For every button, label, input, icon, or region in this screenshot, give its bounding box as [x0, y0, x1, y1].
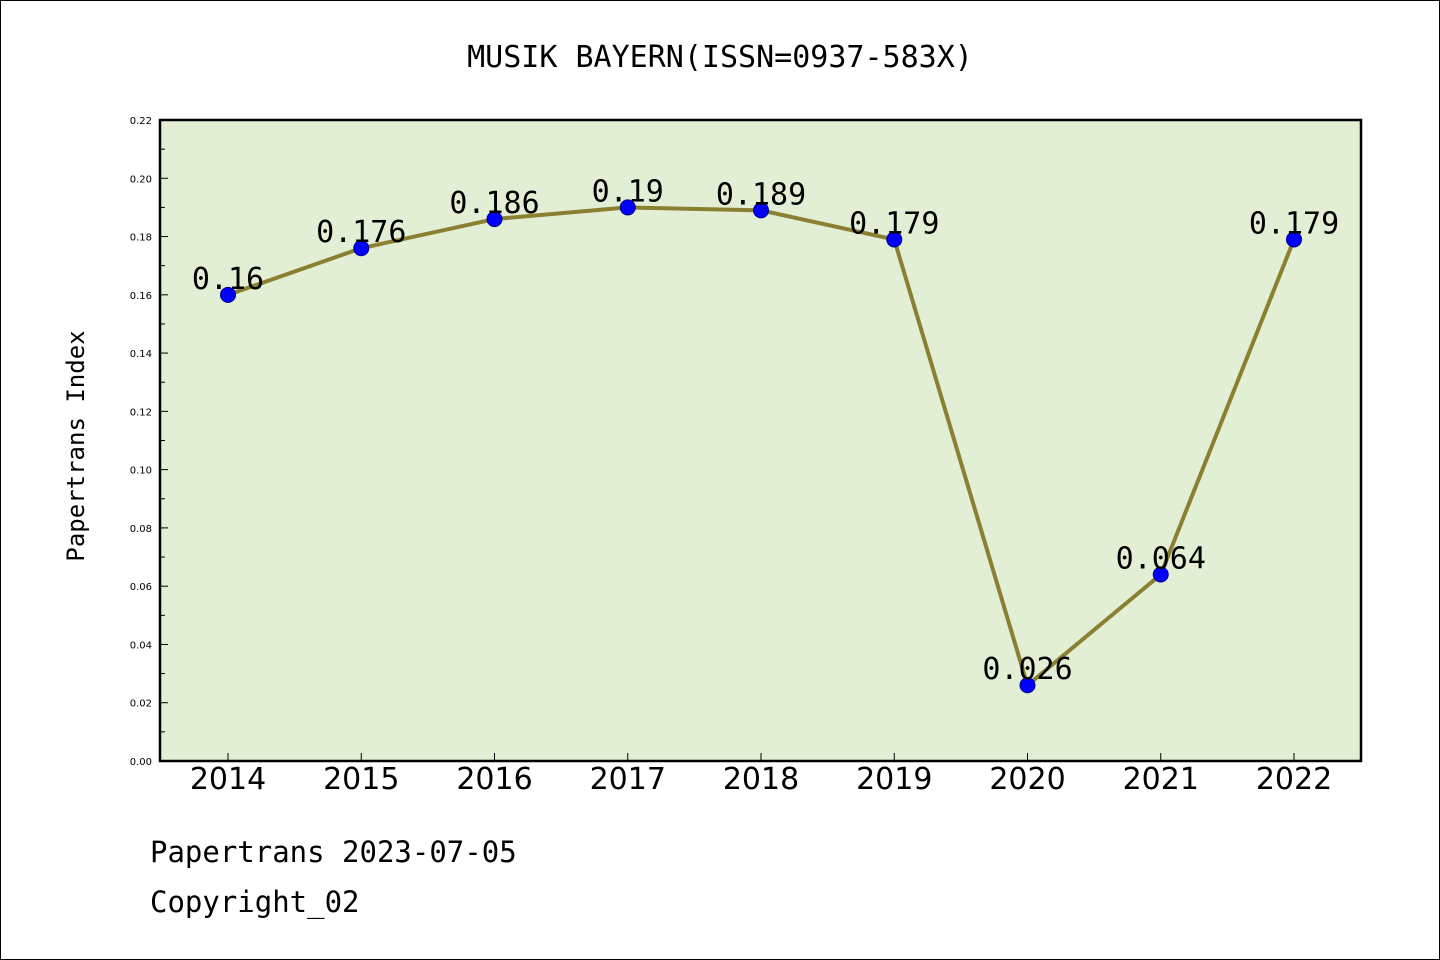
y-tick-label: 0.04	[130, 640, 152, 651]
x-tick-label: 2015	[323, 762, 399, 797]
x-axis-ticks: 2014 2015 2016 2017 2018 2019 2020 2021 2022	[190, 753, 1332, 797]
data-point	[486, 211, 503, 228]
data-point	[1152, 566, 1169, 583]
data-point	[1019, 677, 1036, 694]
y-tick-label: 0.10	[130, 466, 152, 477]
data-markers	[220, 199, 1302, 694]
data-label: 0.189	[716, 177, 806, 212]
x-tick-label: 2018	[723, 762, 799, 797]
x-tick-label: 2021	[1123, 762, 1199, 797]
data-point	[886, 231, 903, 248]
plot-area	[158, 118, 1363, 763]
data-point	[220, 286, 236, 303]
y-tick-label: 0.14	[130, 349, 152, 360]
y-tick-label: 0.12	[130, 407, 152, 418]
y-tick-label: 0.08	[130, 524, 152, 535]
data-label: 0.026	[982, 652, 1072, 687]
y-axis-ticks: 0.00 0.02 0.04 0.06 0.08 0.10 0.12 0.14 0.16 0.18…	[130, 116, 168, 768]
chart-title: MUSIK BAYERN(ISSN=0937-583X)	[467, 40, 973, 75]
y-tick-label: 0.02	[130, 699, 152, 710]
data-point	[619, 199, 636, 216]
y-tick-label: 0.06	[130, 582, 152, 593]
footer-copyright: Copyright_02	[150, 885, 360, 919]
data-label: 0.19	[592, 174, 664, 209]
x-tick-label: 2014	[190, 762, 266, 797]
y-tick-label: 0.18	[130, 233, 152, 244]
data-label: 0.16	[192, 262, 264, 297]
x-tick-label: 2020	[989, 762, 1065, 797]
x-tick-label: 2016	[456, 762, 532, 797]
y-tick-label: 0.20	[130, 174, 152, 185]
data-label: 0.179	[1249, 206, 1339, 241]
y-axis-label: Papertrans Index	[62, 330, 90, 561]
data-point	[1286, 231, 1302, 248]
data-label: 0.176	[316, 215, 406, 250]
data-point	[353, 240, 370, 257]
footer-date: Papertrans 2023-07-05	[150, 835, 517, 869]
data-labels: 0.16 0.176 0.186 0.19 0.189 0.179 0.026 0.064 0.…	[192, 174, 1339, 687]
y-tick-label: 0.00	[130, 757, 152, 768]
x-tick-label: 2022	[1256, 762, 1332, 797]
data-label: 0.179	[849, 206, 939, 241]
y-tick-label: 0.16	[130, 291, 152, 302]
y-tick-label: 0.22	[130, 116, 152, 127]
data-label: 0.186	[449, 186, 539, 221]
x-tick-label: 2017	[590, 762, 666, 797]
data-point	[753, 202, 769, 219]
data-label: 0.064	[1116, 542, 1206, 577]
x-tick-label: 2019	[856, 762, 932, 797]
